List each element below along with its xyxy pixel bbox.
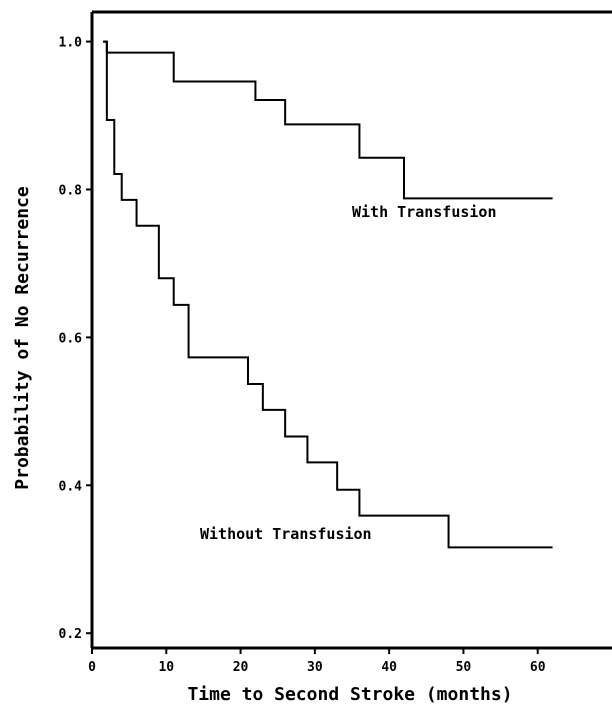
x-tick-label: 40 — [381, 660, 397, 675]
x-tick-label: 30 — [307, 660, 323, 675]
plot-frame — [90, 10, 612, 650]
y-tick-label: 0.4 — [59, 479, 83, 494]
x-axis-label: Time to Second Stroke (months) — [187, 684, 512, 705]
x-tick-label: 10 — [158, 660, 174, 675]
x-axis-ticks: 0 10 20 30 40 50 60 — [88, 648, 546, 675]
x-tick-label: 60 — [530, 660, 546, 675]
with-transfusion-line — [103, 40, 553, 200]
x-tick-label: 20 — [233, 660, 249, 675]
y-tick-label: 0.8 — [59, 183, 83, 198]
without-transfusion-line — [103, 40, 553, 549]
series-lines — [103, 40, 553, 549]
x-tick-label: 50 — [456, 660, 472, 675]
series-label-with-transfusion: With Transfusion — [352, 203, 497, 221]
x-tick-label: 0 — [88, 660, 96, 675]
y-axis-label: Probability of No Recurrence — [12, 186, 33, 490]
y-tick-label: 0.2 — [59, 627, 82, 642]
y-tick-label: 0.6 — [59, 331, 83, 346]
y-tick-label: 1.0 — [59, 36, 83, 51]
series-label-without-transfusion: Without Transfusion — [200, 525, 372, 543]
y-axis-ticks: 0.2 0.4 0.6 0.8 1.0 — [59, 36, 92, 642]
